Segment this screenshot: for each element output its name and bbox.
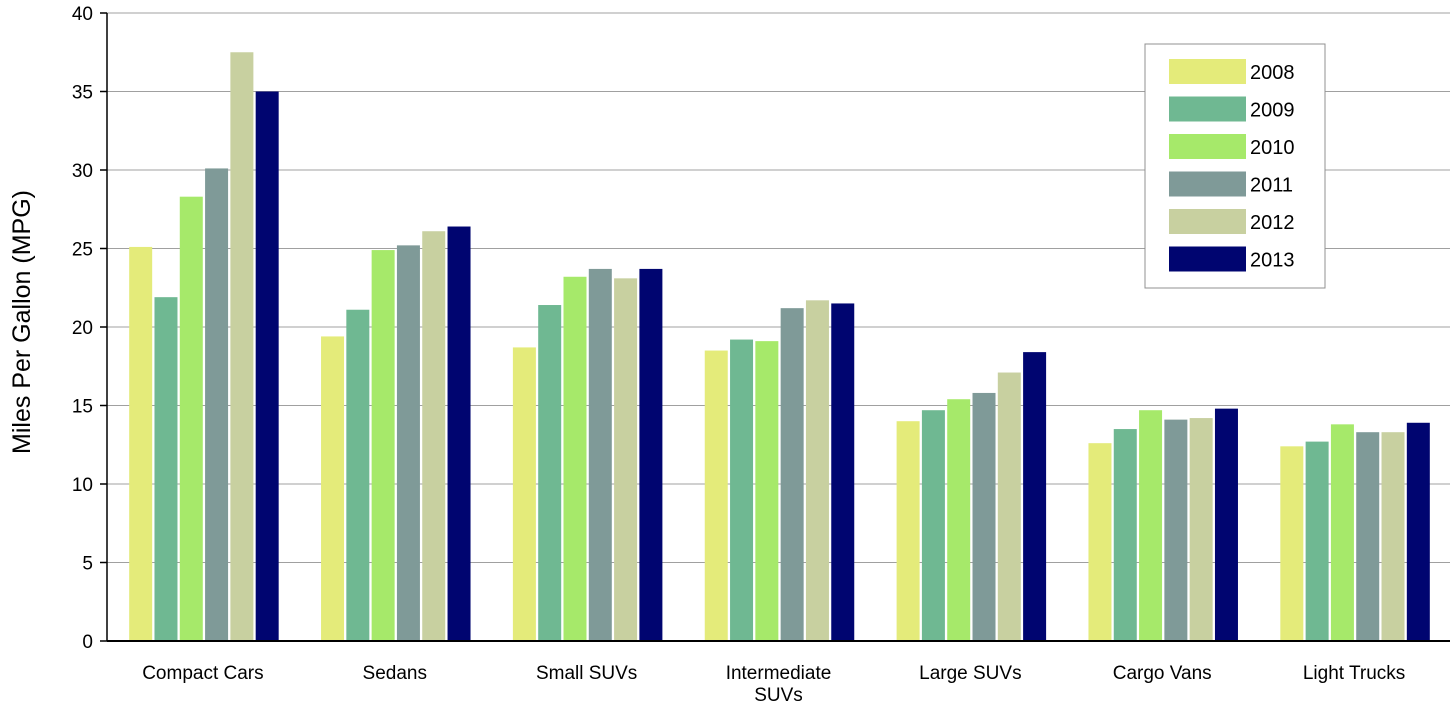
y-tick-label: 30 bbox=[72, 161, 93, 182]
y-tick-label: 0 bbox=[82, 632, 93, 653]
bar-2013 bbox=[447, 226, 471, 641]
bar-2011 bbox=[780, 308, 804, 641]
bar-2013 bbox=[639, 268, 663, 641]
bar-2012 bbox=[422, 231, 446, 642]
legend: 2008 2009 2010 2011 2012 2013 bbox=[1144, 43, 1326, 289]
bar-2013 bbox=[255, 91, 279, 641]
bar-2008 bbox=[321, 336, 345, 641]
bar-2010 bbox=[755, 341, 779, 641]
bar-2012 bbox=[1189, 418, 1213, 641]
legend-swatch-2013 bbox=[1169, 246, 1246, 272]
bar-2008 bbox=[1280, 446, 1304, 641]
legend-label-2008: 2008 bbox=[1250, 62, 1295, 84]
legend-label-2011: 2011 bbox=[1250, 175, 1293, 197]
bar-2008 bbox=[129, 246, 153, 641]
bar-2008 bbox=[896, 421, 920, 641]
legend-label-2012: 2012 bbox=[1250, 212, 1295, 234]
bar-2010 bbox=[371, 250, 395, 641]
x-tick-label: Compact Cars bbox=[142, 663, 263, 684]
x-tick-label: Cargo Vans bbox=[1113, 663, 1212, 684]
legend-swatch-2009 bbox=[1169, 96, 1246, 122]
y-tick-label: 35 bbox=[72, 83, 93, 104]
bar-2008 bbox=[512, 347, 536, 641]
x-tick-label: Large SUVs bbox=[919, 663, 1021, 684]
x-tick-labels: Compact Cars Sedans Small SUVs Intermediate… bbox=[142, 663, 1405, 706]
legend-label-2009: 2009 bbox=[1250, 100, 1295, 122]
bar-2013 bbox=[1023, 352, 1047, 641]
legend-swatch-2010 bbox=[1169, 134, 1246, 159]
bar-2009 bbox=[346, 309, 370, 641]
bar-2011 bbox=[588, 268, 612, 641]
bar-2010 bbox=[1139, 410, 1163, 641]
bar-2013 bbox=[831, 303, 855, 641]
bar-2012 bbox=[614, 278, 638, 641]
bar-2011 bbox=[1356, 432, 1380, 641]
bar-2011 bbox=[1164, 419, 1188, 641]
bar-2011 bbox=[396, 245, 420, 642]
y-tick-label: 40 bbox=[72, 4, 93, 25]
bar-2010 bbox=[179, 196, 203, 641]
legend-swatch-2008 bbox=[1169, 59, 1246, 84]
bar-2012 bbox=[230, 52, 254, 641]
y-tick-label: 25 bbox=[72, 240, 93, 261]
y-tick-labels: 0 5 10 15 20 25 30 35 40 bbox=[72, 4, 93, 653]
x-tick-label: Sedans bbox=[363, 663, 427, 684]
x-tick-label: Light Trucks bbox=[1303, 663, 1405, 684]
legend-swatch-2012 bbox=[1169, 209, 1246, 234]
bar-2011 bbox=[972, 392, 996, 641]
bar-2009 bbox=[1305, 441, 1329, 641]
bar-2008 bbox=[1088, 443, 1112, 641]
legend-swatch-2011 bbox=[1169, 171, 1246, 197]
bars bbox=[129, 52, 1430, 642]
bar-2012 bbox=[805, 300, 829, 641]
bar-2011 bbox=[205, 168, 229, 641]
axes bbox=[100, 12, 1450, 642]
bar-2010 bbox=[947, 399, 971, 641]
x-tick-label: Intermediate bbox=[726, 663, 832, 684]
bar-2009 bbox=[538, 305, 562, 641]
x-tick-label: Small SUVs bbox=[536, 663, 637, 684]
bar-2009 bbox=[730, 339, 754, 641]
bar-2013 bbox=[1214, 408, 1238, 641]
y-tick-label: 15 bbox=[72, 397, 93, 418]
y-tick-label: 10 bbox=[72, 475, 93, 496]
bar-2009 bbox=[1113, 429, 1137, 641]
bar-2010 bbox=[563, 276, 587, 641]
bar-2012 bbox=[1381, 432, 1405, 641]
y-tick-label: 5 bbox=[82, 554, 93, 575]
legend-label-2010: 2010 bbox=[1250, 137, 1295, 159]
bar-2009 bbox=[921, 410, 945, 641]
bar-2009 bbox=[154, 297, 178, 641]
bar-2008 bbox=[704, 350, 728, 641]
bar-2010 bbox=[1330, 424, 1354, 641]
x-tick-label: SUVs bbox=[754, 685, 803, 706]
y-tick-label: 20 bbox=[72, 318, 93, 339]
y-axis-title: Miles Per Gallon (MPG) bbox=[8, 190, 36, 454]
legend-label-2013: 2013 bbox=[1250, 250, 1295, 272]
bar-2012 bbox=[997, 372, 1021, 641]
bar-2013 bbox=[1406, 422, 1430, 641]
